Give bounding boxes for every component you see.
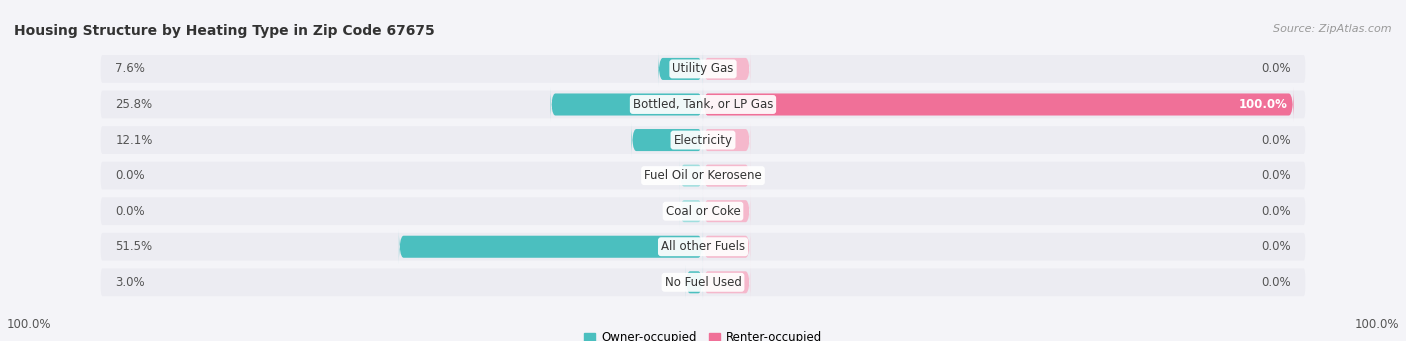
Text: 0.0%: 0.0% <box>1261 240 1291 253</box>
FancyBboxPatch shape <box>101 197 1305 225</box>
Legend: Owner-occupied, Renter-occupied: Owner-occupied, Renter-occupied <box>579 326 827 341</box>
Text: 51.5%: 51.5% <box>115 240 153 253</box>
FancyBboxPatch shape <box>101 233 1305 261</box>
FancyBboxPatch shape <box>101 55 1305 83</box>
FancyBboxPatch shape <box>703 87 1294 122</box>
Text: 100.0%: 100.0% <box>7 318 52 331</box>
Text: 0.0%: 0.0% <box>1261 134 1291 147</box>
Text: 100.0%: 100.0% <box>1239 98 1288 111</box>
FancyBboxPatch shape <box>703 123 751 158</box>
FancyBboxPatch shape <box>101 91 1305 118</box>
FancyBboxPatch shape <box>631 123 703 158</box>
Text: Fuel Oil or Kerosene: Fuel Oil or Kerosene <box>644 169 762 182</box>
FancyBboxPatch shape <box>703 265 751 300</box>
FancyBboxPatch shape <box>399 229 703 264</box>
Text: All other Fuels: All other Fuels <box>661 240 745 253</box>
FancyBboxPatch shape <box>551 87 703 122</box>
Text: Coal or Coke: Coal or Coke <box>665 205 741 218</box>
FancyBboxPatch shape <box>703 194 751 228</box>
Text: 3.0%: 3.0% <box>115 276 145 289</box>
FancyBboxPatch shape <box>703 229 751 264</box>
Text: 0.0%: 0.0% <box>1261 62 1291 75</box>
Text: 12.1%: 12.1% <box>115 134 153 147</box>
Text: Housing Structure by Heating Type in Zip Code 67675: Housing Structure by Heating Type in Zip… <box>14 24 434 38</box>
Text: Bottled, Tank, or LP Gas: Bottled, Tank, or LP Gas <box>633 98 773 111</box>
FancyBboxPatch shape <box>703 158 751 193</box>
FancyBboxPatch shape <box>685 265 703 300</box>
Text: Source: ZipAtlas.com: Source: ZipAtlas.com <box>1274 24 1392 34</box>
Text: 0.0%: 0.0% <box>115 169 145 182</box>
Text: 25.8%: 25.8% <box>115 98 153 111</box>
Text: 7.6%: 7.6% <box>115 62 145 75</box>
Text: No Fuel Used: No Fuel Used <box>665 276 741 289</box>
FancyBboxPatch shape <box>703 51 751 86</box>
FancyBboxPatch shape <box>679 158 703 193</box>
Text: 0.0%: 0.0% <box>1261 205 1291 218</box>
Text: Utility Gas: Utility Gas <box>672 62 734 75</box>
Text: 0.0%: 0.0% <box>115 205 145 218</box>
Text: 0.0%: 0.0% <box>1261 276 1291 289</box>
FancyBboxPatch shape <box>101 126 1305 154</box>
FancyBboxPatch shape <box>101 268 1305 296</box>
Text: 100.0%: 100.0% <box>1354 318 1399 331</box>
Text: 0.0%: 0.0% <box>1261 169 1291 182</box>
FancyBboxPatch shape <box>658 51 703 86</box>
FancyBboxPatch shape <box>679 194 703 228</box>
Text: Electricity: Electricity <box>673 134 733 147</box>
FancyBboxPatch shape <box>101 162 1305 190</box>
